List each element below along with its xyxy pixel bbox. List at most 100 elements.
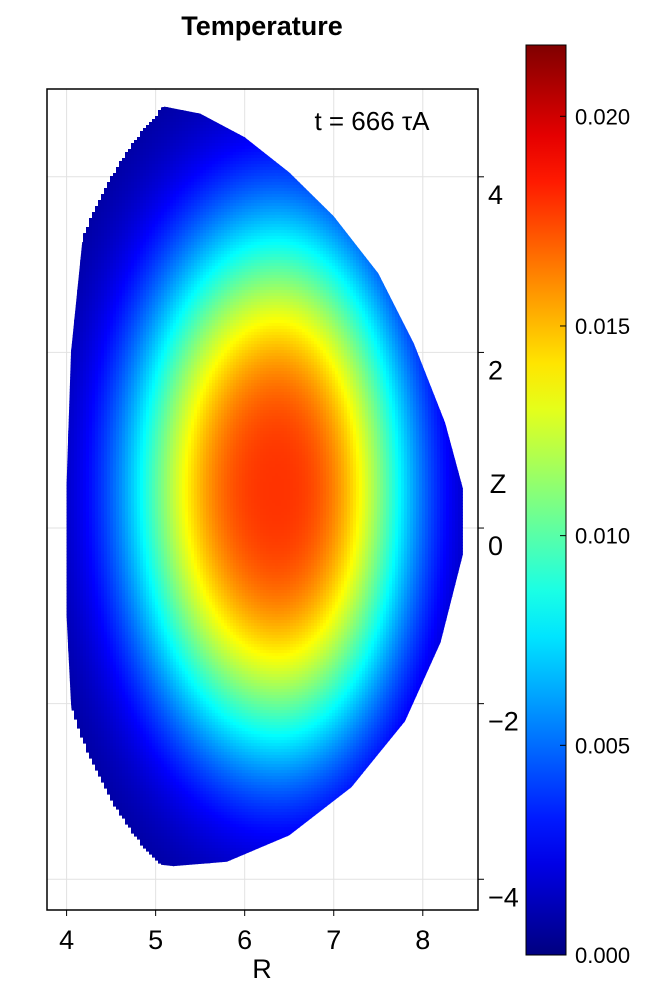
heat-cell — [347, 143, 351, 147]
heat-cell — [368, 98, 372, 102]
heat-cell — [305, 95, 309, 99]
heat-cell — [221, 104, 225, 108]
heat-cell — [203, 95, 207, 99]
heat-cell — [284, 158, 288, 162]
heat-cell — [248, 131, 252, 135]
heat-cell — [326, 173, 330, 177]
heat-cell — [335, 95, 339, 99]
heat-cell — [305, 101, 309, 105]
heat-cell — [353, 188, 357, 192]
heat-cell — [221, 110, 225, 114]
heat-cell — [251, 122, 255, 126]
heat-cell — [398, 188, 402, 192]
heat-cell — [398, 143, 402, 147]
heat-cell — [389, 173, 393, 177]
heat-cell — [290, 143, 294, 147]
heat-cell — [224, 95, 228, 99]
heat-cell — [365, 137, 369, 141]
heat-cell — [389, 143, 393, 147]
heat-cell — [308, 95, 312, 99]
heat-cell — [293, 125, 297, 129]
heat-cell — [287, 107, 291, 111]
heat-cell — [392, 140, 396, 144]
heat-cell — [227, 92, 231, 96]
heat-cell — [308, 149, 312, 153]
heat-cell — [356, 161, 360, 165]
heat-cell — [392, 161, 396, 165]
heat-cell — [188, 104, 192, 108]
heat-cell — [350, 92, 354, 96]
heat-cell — [299, 122, 303, 126]
heat-cell — [302, 98, 306, 102]
heat-cell — [287, 122, 291, 126]
heat-cell — [347, 101, 351, 105]
heat-cell — [236, 101, 240, 105]
heat-cell — [335, 155, 339, 159]
heat-cell — [365, 149, 369, 153]
heat-cell — [326, 164, 330, 168]
heat-cell — [239, 95, 243, 99]
heat-cell — [341, 149, 345, 153]
heat-cell — [383, 158, 387, 162]
heat-cell — [386, 182, 390, 186]
heat-cell — [293, 122, 297, 126]
heat-cell — [236, 128, 240, 132]
heat-cell — [284, 107, 288, 111]
heat-cell — [377, 149, 381, 153]
heat-cell — [323, 146, 327, 150]
heat-cell — [386, 191, 390, 195]
heat-cell — [302, 155, 306, 159]
heat-cell — [302, 170, 306, 174]
heat-cell — [380, 173, 384, 177]
heat-cell — [338, 155, 342, 159]
heat-cell — [284, 122, 288, 126]
heat-cell — [230, 125, 234, 129]
heat-cell — [215, 110, 219, 114]
heat-cell — [311, 155, 315, 159]
heat-cell — [302, 128, 306, 132]
heat-cell — [350, 173, 354, 177]
heat-cell — [341, 170, 345, 174]
heat-cell — [407, 182, 411, 186]
heat-cell — [407, 152, 411, 156]
heat-cell — [329, 92, 333, 96]
heat-cell — [278, 101, 282, 105]
heat-cell — [365, 167, 369, 171]
heat-cell — [404, 173, 408, 177]
heat-cell — [365, 173, 369, 177]
heat-cell — [281, 131, 285, 135]
heat-cell — [269, 104, 273, 108]
heat-cell — [353, 95, 357, 99]
heat-cell — [398, 140, 402, 144]
heat-cell — [389, 161, 393, 165]
heat-cell — [359, 158, 363, 162]
heat-cell — [269, 98, 273, 102]
heat-cell — [416, 185, 420, 189]
heat-cell — [362, 152, 366, 156]
heat-cell — [320, 164, 324, 168]
heat-cell — [374, 149, 378, 153]
heat-cell — [299, 95, 303, 99]
heat-cell — [395, 155, 399, 159]
heat-cell — [299, 170, 303, 174]
heat-cell — [287, 152, 291, 156]
heat-cell — [314, 143, 318, 147]
heat-cell — [272, 95, 276, 99]
heat-cell — [407, 164, 411, 168]
heat-cell — [416, 179, 420, 183]
heat-cell — [344, 92, 348, 96]
heat-cell — [314, 137, 318, 141]
heat-cell — [293, 110, 297, 114]
heat-cell — [401, 152, 405, 156]
heat-cell — [272, 149, 276, 153]
heat-cell — [335, 92, 339, 96]
heat-cell — [287, 155, 291, 159]
heat-cell — [395, 185, 399, 189]
heat-cell — [329, 95, 333, 99]
heat-cell — [338, 170, 342, 174]
heat-cell — [398, 152, 402, 156]
heat-cell — [290, 116, 294, 120]
heat-cell — [287, 131, 291, 135]
heat-cell — [374, 152, 378, 156]
heat-cell — [389, 149, 393, 153]
